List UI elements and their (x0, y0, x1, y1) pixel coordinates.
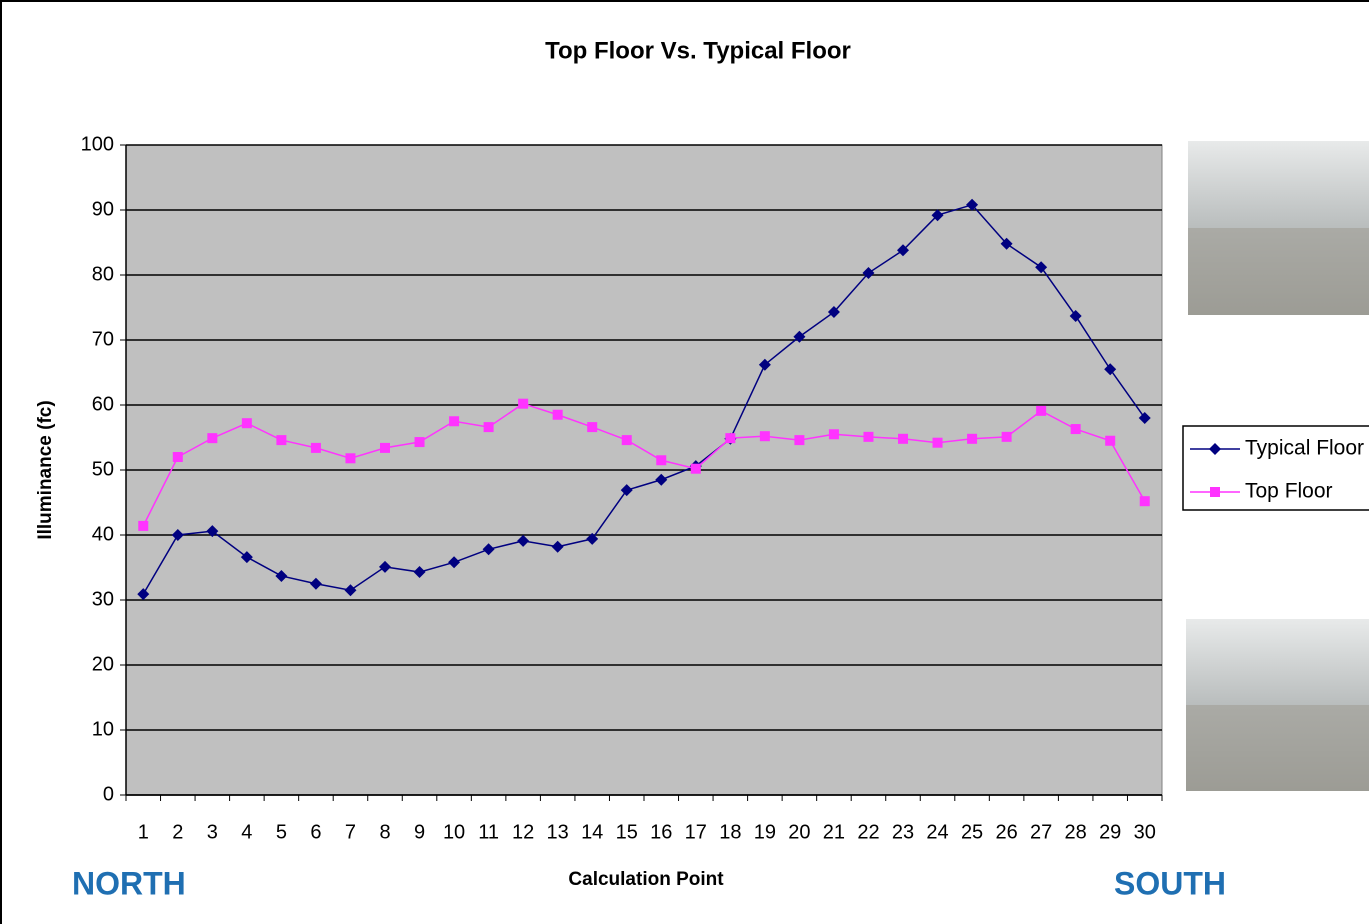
data-point (484, 422, 494, 432)
x-tick-label: 18 (719, 821, 741, 843)
x-tick-label: 11 (478, 821, 499, 843)
legend-label: Typical Floor (1245, 437, 1364, 460)
y-tick-label: 10 (92, 718, 114, 740)
x-tick-label: 10 (443, 821, 465, 843)
data-point (138, 521, 148, 531)
x-tick-label: 25 (961, 821, 983, 843)
annotation: NORTH (72, 865, 186, 901)
data-point (242, 418, 252, 428)
chart: Top Floor Vs. Typical Floor Calculation … (0, 0, 1369, 924)
data-point (1071, 424, 1081, 434)
x-tick-label: 2 (172, 821, 183, 843)
x-tick-label: 19 (754, 821, 776, 843)
data-point (863, 432, 873, 442)
data-point (829, 429, 839, 439)
x-tick-label: 5 (276, 821, 287, 843)
data-point (967, 434, 977, 444)
data-point (518, 399, 528, 409)
data-point (1002, 432, 1012, 442)
y-tick-label: 30 (92, 588, 114, 610)
legend-marker (1210, 487, 1220, 497)
y-tick-label: 60 (92, 393, 114, 415)
x-tick-label: 13 (547, 821, 569, 843)
data-point (760, 431, 770, 441)
y-tick-label: 40 (92, 523, 114, 545)
x-tick-label: 8 (379, 821, 390, 843)
data-point (415, 437, 425, 447)
x-tick-label: 15 (616, 821, 638, 843)
data-point (1140, 496, 1150, 506)
x-tick-label: 17 (685, 821, 707, 843)
x-tick-label: 27 (1030, 821, 1052, 843)
data-point (725, 433, 735, 443)
x-tick-label: 1 (138, 821, 149, 843)
x-tick-label: 12 (512, 821, 534, 843)
data-point (794, 435, 804, 445)
photo-detail (1186, 705, 1369, 791)
x-tick-label: 3 (207, 821, 218, 843)
data-point (311, 443, 321, 453)
data-point (553, 410, 563, 420)
data-point (449, 416, 459, 426)
data-point (380, 443, 390, 453)
x-tick-label: 29 (1099, 821, 1121, 843)
data-point (1036, 406, 1046, 416)
annotation: SOUTH (1114, 865, 1226, 901)
x-tick-label: 21 (823, 821, 845, 843)
legend-label: Top Floor (1245, 480, 1333, 503)
x-tick-label: 30 (1134, 821, 1156, 843)
x-tick-label: 4 (241, 821, 252, 843)
chart-title: Top Floor Vs. Typical Floor (545, 37, 851, 64)
data-point (1105, 436, 1115, 446)
data-point (345, 453, 355, 463)
x-axis-label: Calculation Point (568, 869, 724, 890)
data-point (173, 452, 183, 462)
y-axis-label: Illuminance (fc) (35, 400, 56, 539)
data-point (622, 435, 632, 445)
data-point (207, 433, 217, 443)
x-tick-label: 26 (995, 821, 1017, 843)
data-point (691, 464, 701, 474)
x-tick-label: 6 (310, 821, 321, 843)
y-tick-label: 70 (92, 328, 114, 350)
y-tick-label: 100 (81, 133, 114, 155)
y-tick-label: 50 (92, 458, 114, 480)
data-point (656, 455, 666, 465)
photo-detail (1188, 228, 1369, 315)
data-point (898, 434, 908, 444)
x-tick-label: 14 (581, 821, 603, 843)
y-tick-label: 90 (92, 198, 114, 220)
y-tick-label: 20 (92, 653, 114, 675)
x-tick-label: 24 (926, 821, 948, 843)
data-point (933, 438, 943, 448)
x-tick-label: 16 (650, 821, 672, 843)
x-tick-label: 7 (345, 821, 356, 843)
x-tick-label: 20 (788, 821, 810, 843)
x-tick-label: 23 (892, 821, 914, 843)
data-point (587, 422, 597, 432)
x-tick-label: 28 (1065, 821, 1087, 843)
x-tick-label: 9 (414, 821, 425, 843)
x-tick-label: 22 (857, 821, 879, 843)
data-point (276, 435, 286, 445)
y-tick-label: 0 (103, 783, 114, 805)
y-tick-label: 80 (92, 263, 114, 285)
